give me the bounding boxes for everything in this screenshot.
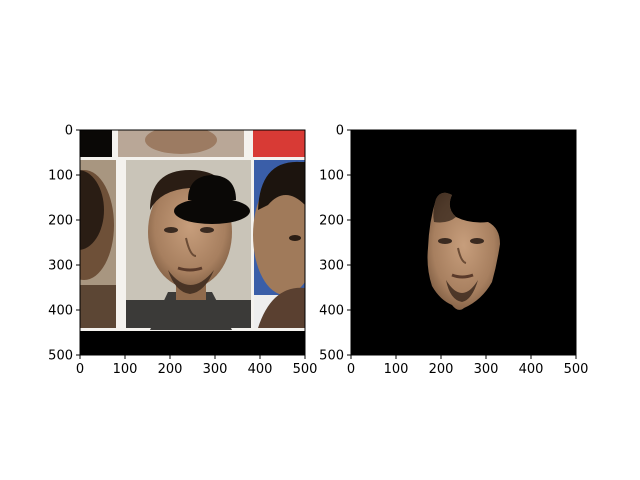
right-y-tick-label: 200 bbox=[319, 214, 344, 229]
left-axes-frame bbox=[79, 129, 306, 356]
right-axes-frame bbox=[350, 129, 577, 356]
right-x-tick-label: 300 bbox=[474, 362, 499, 377]
left-y-tick-label: 300 bbox=[48, 259, 73, 274]
left-y-tick-label: 200 bbox=[48, 214, 73, 229]
left-x-tick-label: 300 bbox=[203, 362, 228, 377]
left-y-tick-label: 500 bbox=[48, 349, 73, 364]
left-x-tick-label: 100 bbox=[113, 362, 138, 377]
right-x-tick-label: 400 bbox=[519, 362, 544, 377]
left-image bbox=[80, 130, 305, 355]
right-image bbox=[351, 130, 576, 355]
right-y-tick-label: 100 bbox=[319, 169, 344, 184]
left-x-tick-label: 0 bbox=[76, 362, 84, 377]
right-x-tick-label: 500 bbox=[564, 362, 589, 377]
right-y-tick-label: 300 bbox=[319, 259, 344, 274]
left-x-tick-label: 500 bbox=[293, 362, 318, 377]
right-x-tick-label: 0 bbox=[347, 362, 355, 377]
right-y-tick-label: 400 bbox=[319, 304, 344, 319]
left-y-tick-label: 0 bbox=[65, 124, 73, 139]
left-y-tick-label: 400 bbox=[48, 304, 73, 319]
right-x-tick-label: 200 bbox=[429, 362, 454, 377]
left-x-tick-label: 200 bbox=[158, 362, 183, 377]
left-y-tick-label: 100 bbox=[48, 169, 73, 184]
left-x-tick-label: 400 bbox=[248, 362, 273, 377]
right-x-tick-label: 100 bbox=[384, 362, 409, 377]
right-y-tick-label: 500 bbox=[319, 349, 344, 364]
right-y-tick-label: 0 bbox=[336, 124, 344, 139]
